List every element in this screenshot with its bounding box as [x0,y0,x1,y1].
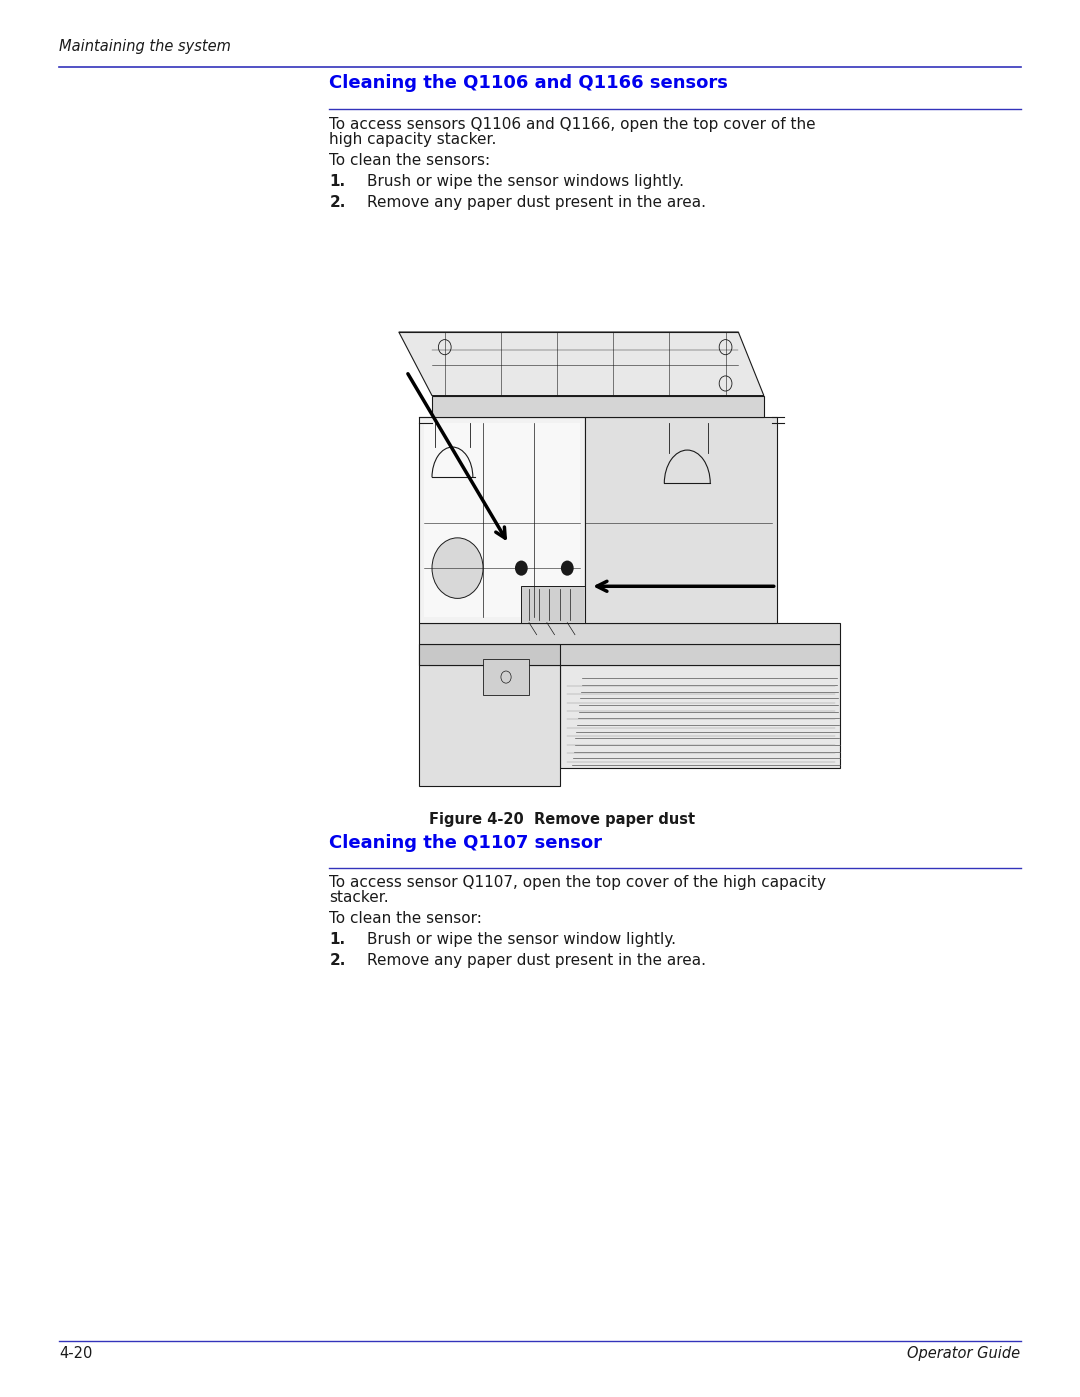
Text: high capacity stacker.: high capacity stacker. [329,131,497,147]
Text: To clean the sensor:: To clean the sensor: [329,911,483,926]
Text: Remove any paper dust present in the area.: Remove any paper dust present in the are… [367,194,706,210]
Polygon shape [432,395,764,416]
Text: 2.: 2. [329,194,346,210]
Text: To access sensor Q1107, open the top cover of the high capacity: To access sensor Q1107, open the top cov… [329,875,826,890]
Polygon shape [419,644,559,665]
Text: To clean the sensors:: To clean the sensors: [329,152,490,168]
Text: Brush or wipe the sensor windows lightly.: Brush or wipe the sensor windows lightly… [367,173,685,189]
Bar [483,659,529,696]
Polygon shape [419,416,585,623]
Text: Remove any paper dust present in the area.: Remove any paper dust present in the are… [367,953,706,968]
Text: stacker.: stacker. [329,890,389,905]
Polygon shape [585,416,777,623]
Polygon shape [419,623,840,644]
Polygon shape [419,665,559,787]
Bar [522,587,585,623]
Polygon shape [419,644,840,665]
Text: Figure 4-20  Remove paper dust: Figure 4-20 Remove paper dust [429,812,694,827]
Polygon shape [399,332,764,395]
Text: Cleaning the Q1106 and Q1166 sensors: Cleaning the Q1106 and Q1166 sensors [329,74,728,92]
Circle shape [561,560,573,576]
Circle shape [515,560,528,576]
Circle shape [432,538,483,598]
Text: To access sensors Q1106 and Q1166, open the top cover of the: To access sensors Q1106 and Q1166, open … [329,116,816,131]
Text: Maintaining the system: Maintaining the system [59,39,231,54]
Text: 2.: 2. [329,953,346,968]
Text: 1.: 1. [329,173,346,189]
Text: 1.: 1. [329,932,346,947]
Text: 4-20: 4-20 [59,1345,93,1361]
Polygon shape [559,665,840,768]
Text: Brush or wipe the sensor window lightly.: Brush or wipe the sensor window lightly. [367,932,676,947]
Text: Operator Guide: Operator Guide [907,1345,1021,1361]
Text: Cleaning the Q1107 sensor: Cleaning the Q1107 sensor [329,834,603,852]
Polygon shape [424,423,580,616]
